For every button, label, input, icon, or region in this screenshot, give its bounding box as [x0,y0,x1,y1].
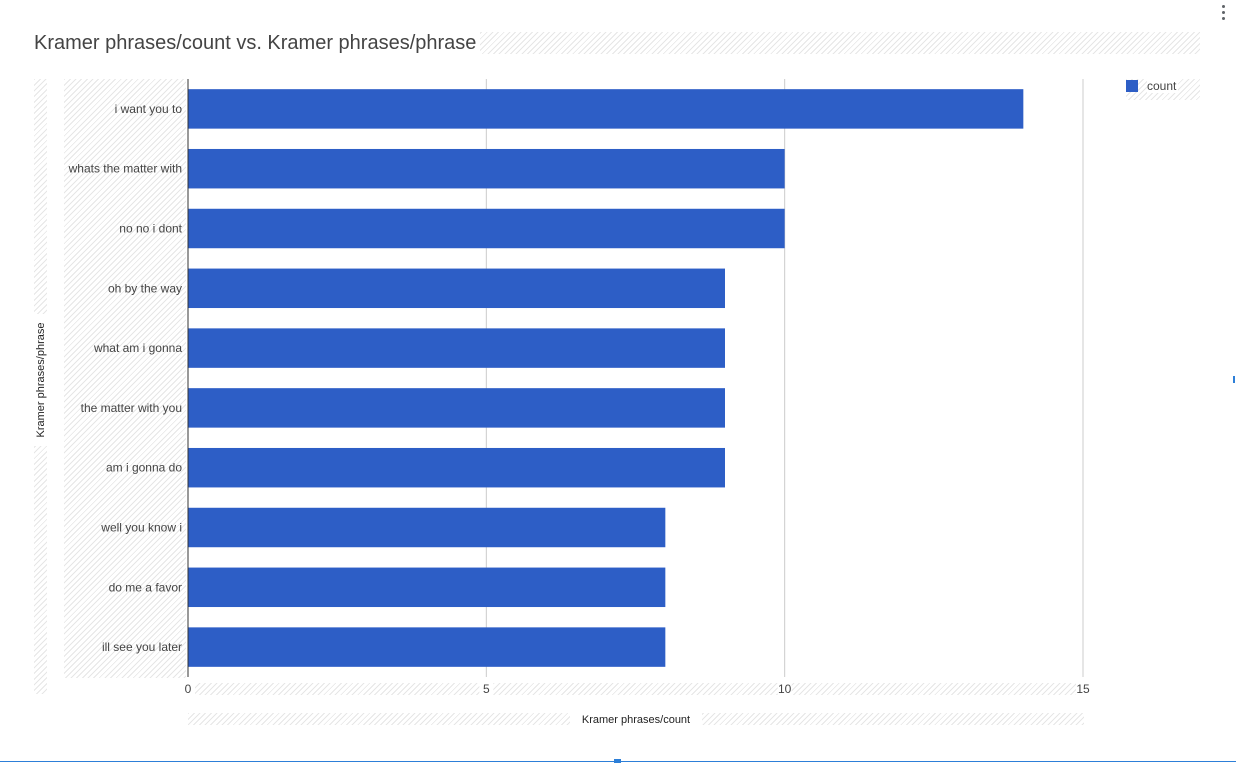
category-label: what am i gonna [93,341,182,355]
chart-title: Kramer phrases/count vs. Kramer phrases/… [34,30,481,56]
x-tick-label-bg [1076,682,1090,696]
bar[interactable] [188,567,666,608]
category-label: whats the matter with [68,162,182,176]
x-tick-label: 0 [185,682,192,696]
resize-handle-bottom[interactable] [614,759,621,763]
bar[interactable] [188,208,785,249]
x-tick-label: 15 [1076,682,1090,696]
category-label: i want you to [115,102,183,116]
category-label: no no i dont [119,222,182,236]
category-label: well you know i [100,521,182,535]
x-tick-label-bg [777,682,792,696]
x-tick-strip [188,683,1084,695]
category-label: ill see you later [102,640,182,654]
x-tick-label-bg [479,682,494,696]
bar[interactable] [188,388,725,428]
bar[interactable] [188,627,666,667]
category-label: do me a favor [109,580,182,594]
more-options-icon[interactable] [1215,2,1233,24]
x-axis-title: Kramer phrases/count [582,714,690,726]
x-tick-label: 10 [778,682,792,696]
legend[interactable]: count [1126,77,1179,95]
category-label: the matter with you [81,401,182,415]
x-tick-label-bg [181,682,195,696]
category-label: oh by the way [108,281,182,295]
bar[interactable] [188,447,725,488]
legend-swatch-count [1126,80,1138,92]
category-label-strip [64,79,186,678]
bar[interactable] [188,328,725,368]
category-label: am i gonna do [106,461,182,475]
bar[interactable] [188,507,666,548]
y-axis-title-bg [33,314,48,446]
bar[interactable] [188,89,1024,129]
legend-label-count: count [1147,79,1179,93]
x-axis-title-bg [570,711,702,726]
x-tick-label: 5 [483,682,490,696]
bar[interactable] [188,268,725,309]
resize-handle-right[interactable] [1233,376,1235,383]
bar[interactable] [188,148,785,189]
y-axis-title: Kramer phrases/phrase [35,323,47,438]
